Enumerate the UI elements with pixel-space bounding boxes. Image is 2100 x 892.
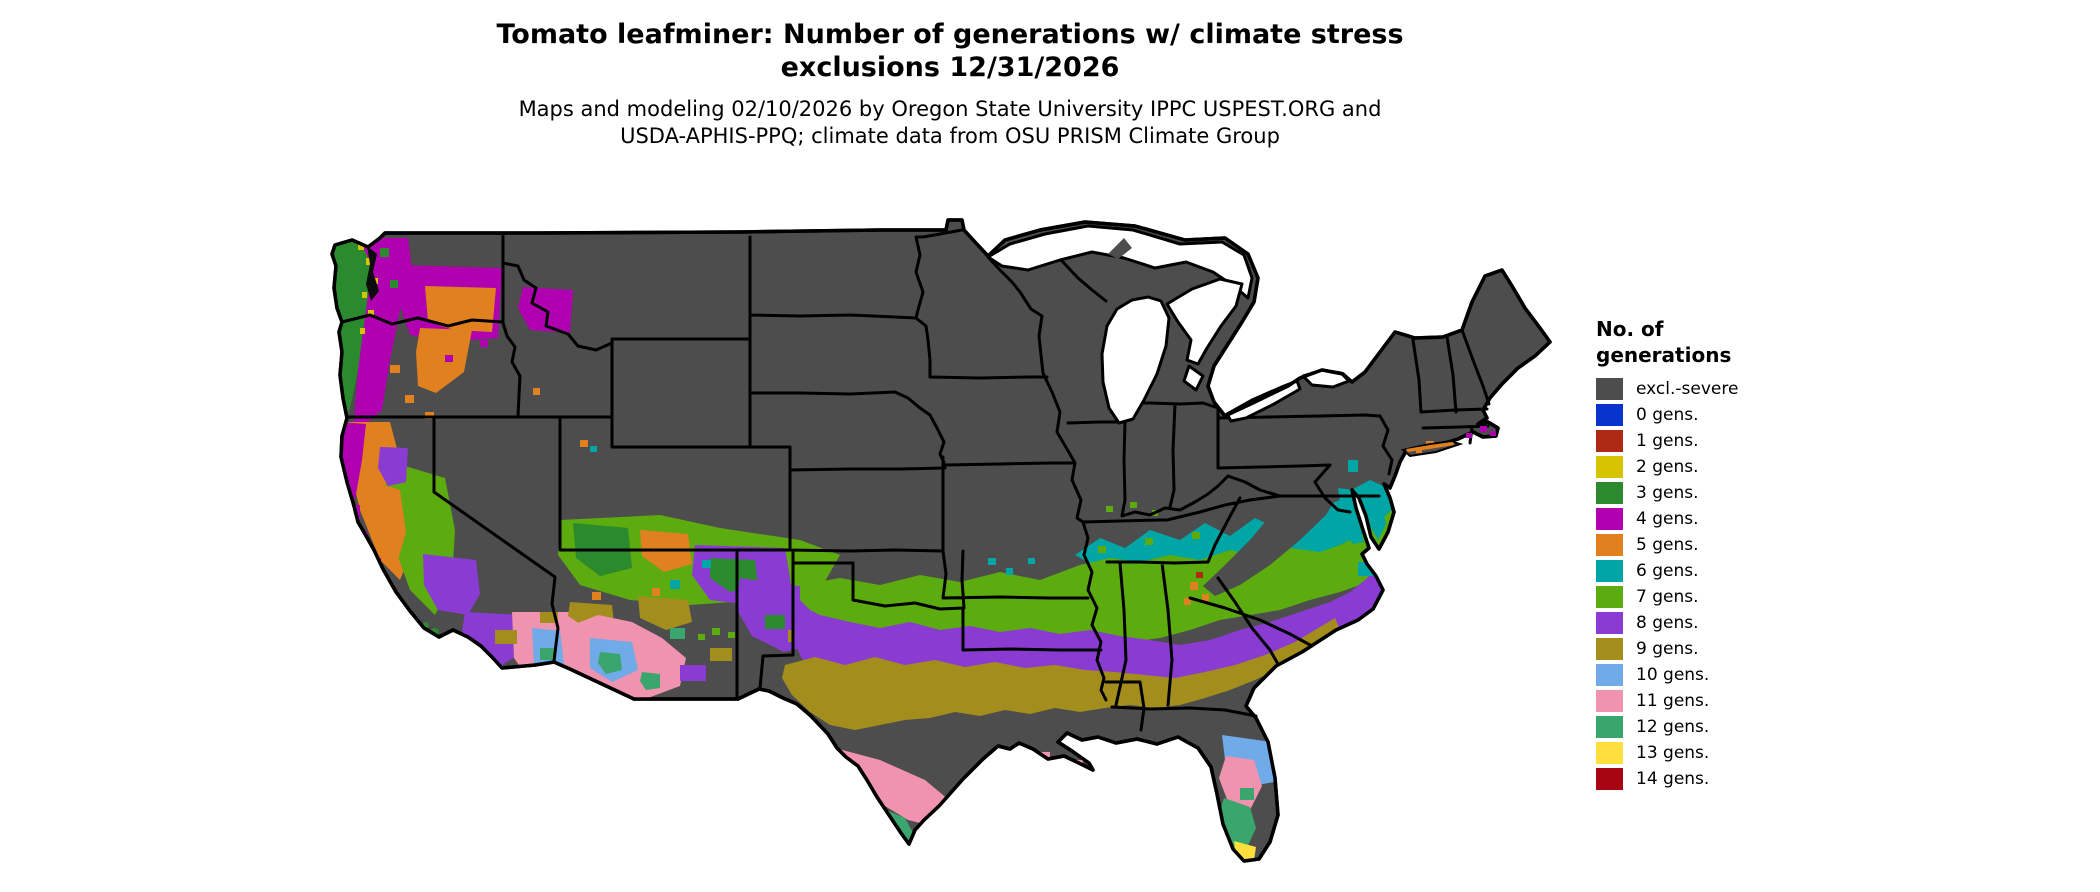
- legend-row: 6 gens.: [1590, 560, 1810, 582]
- legend-row: 11 gens.: [1590, 690, 1810, 712]
- puget-sound: [366, 246, 379, 301]
- legend-title-line1: No. of: [1596, 317, 1664, 341]
- legend-label: 6 gens.: [1636, 561, 1699, 581]
- legend-row: excl.-severe: [1590, 378, 1810, 400]
- legend-label: 1 gens.: [1636, 431, 1699, 451]
- legend-swatch: [1596, 638, 1623, 660]
- map-subtitle-line2: USDA-APHIS-PPQ; climate data from OSU PR…: [620, 124, 1280, 148]
- legend-row: 2 gens.: [1590, 456, 1810, 478]
- legend-row: 12 gens.: [1590, 716, 1810, 738]
- legend-swatch: [1596, 456, 1623, 478]
- legend-label: 7 gens.: [1636, 587, 1699, 607]
- lake-erie: [1225, 379, 1302, 423]
- map-title-line2: exclusions 12/31/2026: [780, 52, 1120, 83]
- great-lakes: [986, 224, 1351, 425]
- legend-swatch: [1596, 378, 1623, 400]
- map-subtitle-line1: Maps and modeling 02/10/2026 by Oregon S…: [518, 97, 1382, 121]
- legend-label: 3 gens.: [1636, 483, 1699, 503]
- legend-row: 3 gens.: [1590, 482, 1810, 504]
- legend-swatch: [1596, 664, 1623, 686]
- map-subtitle: Maps and modeling 02/10/2026 by Oregon S…: [250, 96, 1650, 150]
- legend-row: 10 gens.: [1590, 664, 1810, 686]
- legend-swatch: [1596, 586, 1623, 608]
- legend-label: 10 gens.: [1636, 665, 1710, 685]
- legend-swatch: [1596, 482, 1623, 504]
- legend-label: 13 gens.: [1636, 743, 1710, 763]
- legend-row: 14 gens.: [1590, 768, 1810, 790]
- generation-color-regions: [334, 234, 1434, 861]
- legend-swatch: [1596, 742, 1623, 764]
- legend-row: 8 gens.: [1590, 612, 1810, 634]
- legend-row: 4 gens.: [1590, 508, 1810, 530]
- legend-swatch: [1596, 560, 1623, 582]
- keweenaw-peninsula: [1108, 238, 1132, 259]
- legend-swatch: [1596, 768, 1623, 790]
- us-generations-map: [330, 218, 1552, 863]
- legend-swatch: [1596, 534, 1623, 556]
- legend-swatch: [1596, 404, 1623, 426]
- legend-swatch: [1596, 716, 1623, 738]
- map-title-line1: Tomato leafminer: Number of generations …: [496, 19, 1404, 50]
- state-borders: [340, 228, 1491, 732]
- legend-swatch: [1596, 508, 1623, 530]
- map-header: Tomato leafminer: Number of generations …: [250, 18, 1650, 150]
- lake-michigan: [1100, 295, 1171, 425]
- region-east-coast-accents: [1338, 441, 1434, 614]
- legend-title-line2: generations: [1596, 343, 1732, 367]
- legend-label: 11 gens.: [1636, 691, 1710, 711]
- legend-label: 4 gens.: [1636, 509, 1699, 529]
- legend-row: 9 gens.: [1590, 638, 1810, 660]
- legend-swatch: [1596, 612, 1623, 634]
- legend-row: 0 gens.: [1590, 404, 1810, 426]
- legend-swatch: [1596, 430, 1623, 452]
- legend-rows: excl.-severe 0 gens. 1 gens. 2 gens. 3 gens.…: [1590, 378, 1810, 790]
- legend-row: 7 gens.: [1590, 586, 1810, 608]
- legend-row: 13 gens.: [1590, 742, 1810, 764]
- legend-swatch: [1596, 690, 1623, 712]
- saginaw-bay: [1182, 364, 1205, 392]
- legend-label: 14 gens.: [1636, 769, 1710, 789]
- legend-label: 9 gens.: [1636, 639, 1699, 659]
- legend-row: 5 gens.: [1590, 534, 1810, 556]
- legend-label: 2 gens.: [1636, 457, 1699, 477]
- region-appalachian-gray-wedge: [1203, 458, 1341, 596]
- legend-label: excl.-severe: [1636, 379, 1739, 399]
- legend-label: 0 gens.: [1636, 405, 1699, 425]
- island-specks: [1416, 426, 1496, 453]
- lake-huron: [1165, 277, 1244, 366]
- legend: No. of generations excl.-severe 0 gens. 1 …: [1590, 316, 1810, 794]
- legend-label: 5 gens.: [1636, 535, 1699, 555]
- legend-label: 8 gens.: [1636, 613, 1699, 633]
- legend-row: 1 gens.: [1590, 430, 1810, 452]
- legend-label: 12 gens.: [1636, 717, 1710, 737]
